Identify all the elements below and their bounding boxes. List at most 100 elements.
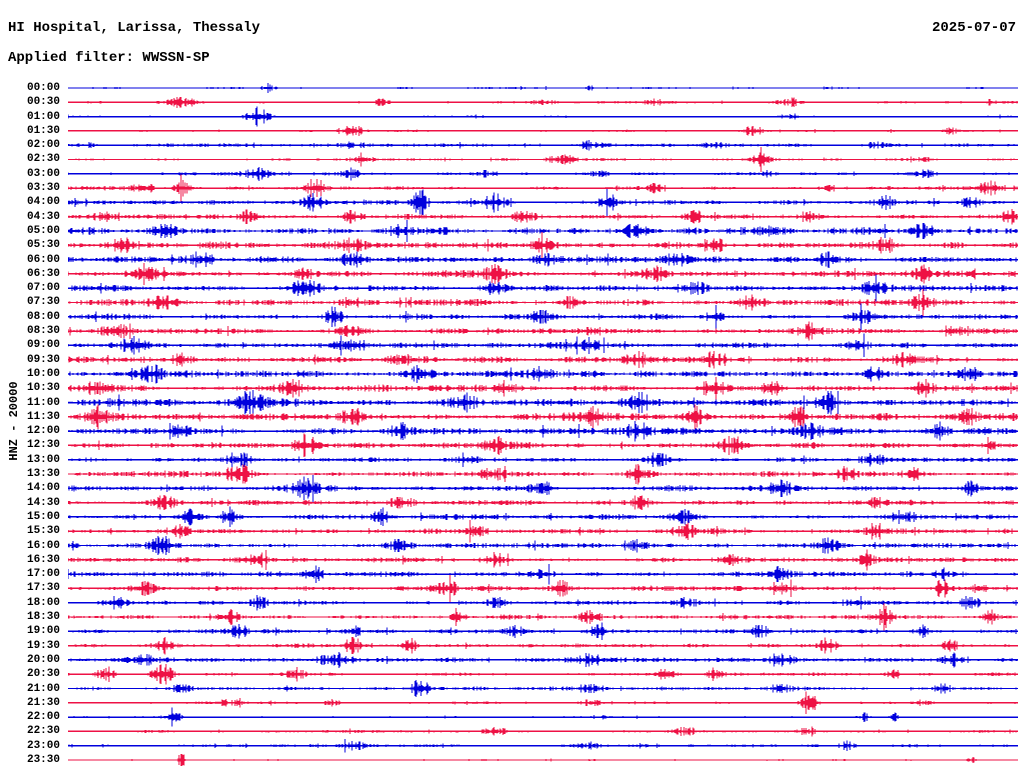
time-label-04:30: 04:30 <box>26 211 60 223</box>
time-label-14:30: 14:30 <box>26 497 60 509</box>
time-label-13:00: 13:00 <box>26 454 60 466</box>
time-label-23:00: 23:00 <box>26 740 60 752</box>
trace-13:30 <box>68 463 1018 485</box>
time-label-03:30: 03:30 <box>26 182 60 194</box>
time-label-23:30: 23:30 <box>26 754 60 766</box>
trace-07:00 <box>68 274 1018 302</box>
trace-19:30 <box>68 636 1018 655</box>
time-label-06:00: 06:00 <box>26 254 60 266</box>
time-label-03:00: 03:00 <box>26 168 60 180</box>
trace-14:30 <box>68 495 1018 511</box>
time-label-15:30: 15:30 <box>26 525 60 537</box>
time-label-17:30: 17:30 <box>26 582 60 594</box>
time-label-09:30: 09:30 <box>26 354 60 366</box>
trace-23:30 <box>68 753 1018 767</box>
time-label-08:00: 08:00 <box>26 311 60 323</box>
trace-09:00 <box>68 333 1018 358</box>
trace-17:30 <box>68 574 1018 602</box>
trace-02:00 <box>68 140 1018 151</box>
time-label-02:30: 02:30 <box>26 153 60 165</box>
filter-label: Applied filter: WWSSN-SP <box>8 50 210 66</box>
helicorder-traces <box>68 83 1018 767</box>
trace-08:30 <box>68 321 1018 341</box>
trace-04:30 <box>68 208 1018 225</box>
trace-15:30 <box>68 520 1018 543</box>
time-label-19:30: 19:30 <box>26 640 60 652</box>
trace-21:00 <box>68 680 1018 697</box>
trace-20:00 <box>68 652 1018 668</box>
time-label-07:30: 07:30 <box>26 296 60 308</box>
time-label-00:00: 00:00 <box>26 82 60 94</box>
trace-00:00 <box>68 83 1018 93</box>
time-label-02:00: 02:00 <box>26 139 60 151</box>
trace-01:30 <box>68 125 1018 136</box>
trace-04:00 <box>68 188 1018 216</box>
time-label-08:30: 08:30 <box>26 325 60 337</box>
trace-06:30 <box>68 262 1018 285</box>
trace-03:00 <box>68 166 1018 181</box>
time-label-16:00: 16:00 <box>26 540 60 552</box>
time-label-05:30: 05:30 <box>26 239 60 251</box>
trace-03:30 <box>68 174 1018 202</box>
time-label-21:30: 21:30 <box>26 697 60 709</box>
time-label-15:00: 15:00 <box>26 511 60 523</box>
trace-15:00 <box>68 506 1018 528</box>
trace-22:30 <box>68 726 1018 737</box>
time-label-06:30: 06:30 <box>26 268 60 280</box>
time-label-01:30: 01:30 <box>26 125 60 137</box>
trace-16:00 <box>68 535 1018 556</box>
time-label-22:00: 22:00 <box>26 711 60 723</box>
trace-18:30 <box>68 603 1018 631</box>
trace-11:00 <box>68 390 1018 415</box>
trace-23:00 <box>68 739 1018 753</box>
trace-06:00 <box>68 251 1018 268</box>
time-label-18:30: 18:30 <box>26 611 60 623</box>
time-label-12:00: 12:00 <box>26 425 60 437</box>
time-label-20:30: 20:30 <box>26 668 60 680</box>
trace-19:00 <box>68 622 1018 640</box>
trace-16:30 <box>68 549 1018 571</box>
time-label-11:00: 11:00 <box>26 397 60 409</box>
time-label-05:00: 05:00 <box>26 225 60 237</box>
time-label-10:00: 10:00 <box>26 368 60 380</box>
time-label-22:30: 22:30 <box>26 725 60 737</box>
trace-05:00 <box>68 219 1018 243</box>
trace-22:00 <box>68 707 1018 727</box>
time-label-17:00: 17:00 <box>26 568 60 580</box>
time-label-14:00: 14:00 <box>26 482 60 494</box>
trace-10:30 <box>68 377 1018 400</box>
time-label-10:30: 10:30 <box>26 382 60 394</box>
trace-10:00 <box>68 364 1018 384</box>
time-label-19:00: 19:00 <box>26 625 60 637</box>
trace-11:30 <box>68 404 1018 429</box>
trace-17:00 <box>68 563 1018 585</box>
trace-07:30 <box>68 289 1018 316</box>
time-label-18:00: 18:00 <box>26 597 60 609</box>
trace-09:30 <box>68 350 1018 369</box>
trace-14:00 <box>68 474 1018 502</box>
trace-13:00 <box>68 452 1018 467</box>
time-label-09:00: 09:00 <box>26 339 60 351</box>
trace-01:00 <box>68 106 1018 127</box>
time-label-01:00: 01:00 <box>26 111 60 123</box>
trace-12:00 <box>68 420 1018 442</box>
date-label: 2025-07-07 <box>931 20 1016 36</box>
trace-18:00 <box>68 594 1018 611</box>
time-label-16:30: 16:30 <box>26 554 60 566</box>
time-label-20:00: 20:00 <box>26 654 60 666</box>
page-title: HI Hospital, Larissa, Thessaly <box>8 20 261 36</box>
time-label-13:30: 13:30 <box>26 468 60 480</box>
time-label-07:00: 07:00 <box>26 282 60 294</box>
time-label-04:00: 04:00 <box>26 196 60 208</box>
time-label-11:30: 11:30 <box>26 411 60 423</box>
time-label-12:30: 12:30 <box>26 439 60 451</box>
trace-05:30 <box>68 231 1018 259</box>
trace-20:30 <box>68 664 1018 685</box>
trace-00:30 <box>68 96 1018 108</box>
trace-08:00 <box>68 303 1018 331</box>
trace-12:30 <box>68 433 1018 458</box>
trace-02:30 <box>68 146 1018 173</box>
trace-21:30 <box>68 691 1018 715</box>
time-label-00:30: 00:30 <box>26 96 60 108</box>
